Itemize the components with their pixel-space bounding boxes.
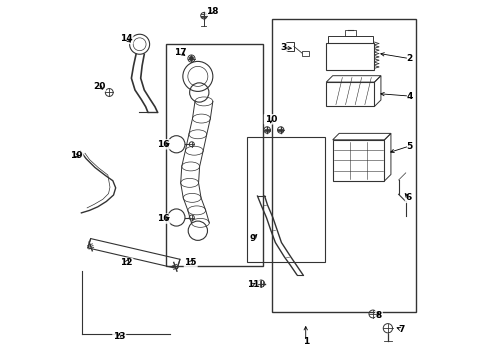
Text: 3: 3 — [280, 43, 287, 52]
Text: 19: 19 — [70, 151, 83, 160]
Text: 11: 11 — [246, 280, 259, 289]
Text: 4: 4 — [406, 91, 413, 100]
Circle shape — [189, 57, 194, 61]
Text: 20: 20 — [93, 82, 105, 91]
Text: 5: 5 — [406, 141, 413, 150]
Bar — [167, 44, 263, 266]
Bar — [345, 30, 356, 36]
Text: 16: 16 — [157, 140, 170, 149]
Text: 17: 17 — [173, 48, 186, 57]
Text: 2: 2 — [406, 54, 413, 63]
Text: 6: 6 — [406, 193, 412, 202]
Text: 10: 10 — [265, 115, 277, 124]
Bar — [326, 43, 374, 70]
Text: 12: 12 — [120, 258, 133, 267]
Text: 16: 16 — [157, 214, 170, 223]
Bar — [272, 19, 416, 312]
Text: 9: 9 — [250, 234, 256, 243]
Text: 15: 15 — [184, 258, 197, 267]
Bar — [302, 51, 309, 56]
Bar — [286, 42, 294, 51]
Text: 8: 8 — [376, 311, 382, 320]
Text: 13: 13 — [113, 332, 125, 341]
Text: 1: 1 — [303, 337, 309, 346]
Bar — [247, 137, 325, 262]
Bar — [326, 82, 374, 107]
Bar — [328, 36, 373, 43]
Text: 7: 7 — [398, 325, 405, 334]
Bar — [333, 140, 385, 181]
Text: 18: 18 — [206, 7, 219, 16]
Text: 14: 14 — [120, 35, 133, 44]
